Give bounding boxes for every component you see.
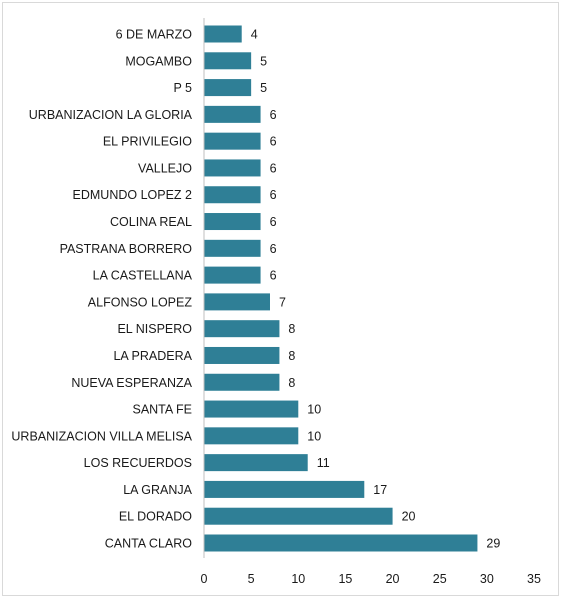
bar — [204, 454, 308, 472]
category-label: 6 DE MARZO — [116, 28, 193, 42]
category-label: SANTA FE — [132, 403, 192, 417]
x-tick-label: 35 — [527, 572, 541, 586]
category-label: NUEVA ESPERANZA — [71, 376, 192, 390]
category-label: CANTA CLARO — [105, 537, 193, 551]
category-label: COLINA REAL — [110, 215, 192, 229]
x-tick-label: 15 — [338, 572, 352, 586]
category-label: LA CASTELLANA — [93, 269, 193, 283]
value-label: 10 — [307, 403, 321, 417]
bar — [204, 293, 270, 311]
category-label: VALLEJO — [138, 161, 192, 175]
value-label: 17 — [373, 483, 387, 497]
category-label: ALFONSO LOPEZ — [88, 295, 193, 309]
bar — [204, 213, 261, 231]
bar — [204, 507, 393, 525]
value-label: 5 — [260, 81, 267, 95]
category-label: URBANIZACION VILLA MELISA — [11, 429, 192, 443]
value-label: 6 — [270, 215, 277, 229]
bar — [204, 373, 280, 391]
value-label: 5 — [260, 54, 267, 68]
x-tick-label: 20 — [386, 572, 400, 586]
bar — [204, 266, 261, 284]
category-label: URBANIZACION LA GLORIA — [29, 108, 193, 122]
value-label: 7 — [279, 295, 286, 309]
bar — [204, 105, 261, 123]
value-label: 6 — [270, 161, 277, 175]
bar — [204, 239, 261, 257]
bar — [204, 480, 365, 498]
bar — [204, 534, 478, 552]
category-label: MOGAMBO — [125, 54, 192, 68]
category-label: LA GRANJA — [123, 483, 192, 497]
category-labels: 6 DE MARZO MOGAMBO P 5 URBANIZACION LA GLOR… — [11, 28, 192, 551]
x-tick-label: 0 — [201, 572, 208, 586]
category-label: LOS RECUERDOS — [84, 456, 192, 470]
x-tick-label: 30 — [480, 572, 494, 586]
value-label: 20 — [402, 510, 416, 524]
bar — [204, 159, 261, 177]
bar — [204, 427, 299, 445]
value-label: 8 — [288, 376, 295, 390]
bars-layer — [204, 25, 478, 552]
category-label: EL DORADO — [119, 510, 192, 524]
value-label: 10 — [307, 429, 321, 443]
x-tick-label: 5 — [248, 572, 255, 586]
bar — [204, 320, 280, 338]
bar — [204, 25, 242, 43]
value-label: 29 — [486, 537, 500, 551]
bar — [204, 346, 280, 364]
category-label: LA PRADERA — [113, 349, 192, 363]
x-tick-label: 25 — [433, 572, 447, 586]
value-label: 8 — [288, 349, 295, 363]
value-label: 6 — [270, 108, 277, 122]
bar — [204, 400, 299, 418]
value-label: 4 — [251, 28, 258, 42]
x-tick-label: 10 — [291, 572, 305, 586]
value-label: 8 — [288, 322, 295, 336]
category-label: EL PRIVILEGIO — [103, 135, 192, 149]
value-label: 6 — [270, 188, 277, 202]
category-label: PASTRANA BORRERO — [60, 242, 193, 256]
value-label: 6 — [270, 269, 277, 283]
category-label: EL NISPERO — [117, 322, 192, 336]
x-axis-ticks: 0 5 10 15 20 25 30 35 — [201, 572, 541, 586]
bar — [204, 132, 261, 150]
bar — [204, 52, 252, 70]
bar — [204, 79, 252, 97]
category-label: P 5 — [173, 81, 192, 95]
category-label: EDMUNDO LOPEZ 2 — [73, 188, 193, 202]
bar — [204, 186, 261, 204]
value-label: 11 — [317, 456, 330, 470]
value-label: 6 — [270, 242, 277, 256]
value-label: 6 — [270, 135, 277, 149]
